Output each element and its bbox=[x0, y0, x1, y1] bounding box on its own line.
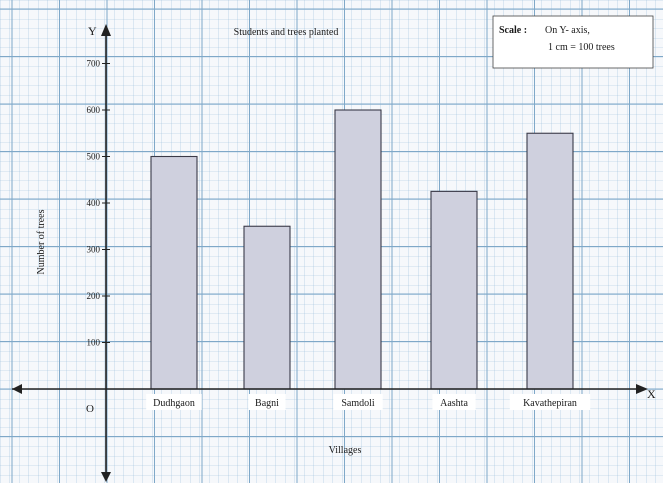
x-tick-label-background bbox=[432, 394, 476, 410]
y-axis-arrow-up-icon bbox=[101, 24, 111, 36]
x-tick-labels: Dudhgaon Bagni Samdoli Aashta Kavathepiran bbox=[146, 394, 591, 410]
x-tick-label-background bbox=[333, 394, 383, 410]
x-axis-arrow-left-icon bbox=[12, 384, 22, 394]
y-tick-labels: 100 200 300 400 500 600 700 bbox=[87, 59, 110, 348]
x-axis-label: Villages bbox=[329, 445, 362, 456]
y-tick-label: 700 bbox=[87, 59, 101, 69]
scale-line-2: 1 cm = 100 trees bbox=[548, 42, 615, 53]
x-axis-arrow-right-icon bbox=[636, 384, 648, 394]
bars-group bbox=[150, 109, 574, 390]
x-tick-label: Kavathepiran bbox=[523, 398, 577, 409]
y-axis-label: Number of trees bbox=[36, 209, 47, 274]
y-axis-arrow-down-icon bbox=[101, 472, 111, 482]
bar-kavathepiran bbox=[526, 132, 574, 390]
scale-heading: Scale : bbox=[499, 25, 527, 36]
x-tick-label: Samdoli bbox=[341, 398, 375, 409]
y-tick-label: 600 bbox=[87, 105, 101, 115]
x-tick-label: Aashta bbox=[440, 398, 468, 409]
scale-line-1: On Y- axis, bbox=[545, 25, 590, 36]
y-tick-label: 200 bbox=[87, 291, 101, 301]
bar-aashta bbox=[430, 190, 478, 390]
origin-label: O bbox=[86, 403, 94, 415]
axis-arrows bbox=[12, 24, 648, 482]
chart-title: Students and trees planted bbox=[234, 27, 339, 38]
y-tick-label: 400 bbox=[87, 198, 101, 208]
y-axis-letter: Y bbox=[88, 24, 97, 38]
y-tick-label: 100 bbox=[87, 338, 101, 348]
bar-dudhgaon bbox=[150, 155, 198, 390]
y-tick-label: 500 bbox=[87, 152, 101, 162]
x-axis-letter: X bbox=[647, 387, 656, 401]
x-tick-label: Dudhgaon bbox=[153, 398, 195, 409]
x-tick-label-background bbox=[509, 394, 591, 410]
x-tick-label-background bbox=[146, 394, 202, 410]
x-tick-label: Bagni bbox=[255, 398, 279, 409]
bar-samdoli bbox=[334, 109, 382, 390]
x-tick-label-background bbox=[248, 394, 286, 410]
bar-bagni bbox=[243, 225, 291, 390]
y-tick-label: 300 bbox=[87, 245, 101, 255]
scale-note: Scale : On Y- axis, 1 cm = 100 trees bbox=[492, 15, 654, 69]
